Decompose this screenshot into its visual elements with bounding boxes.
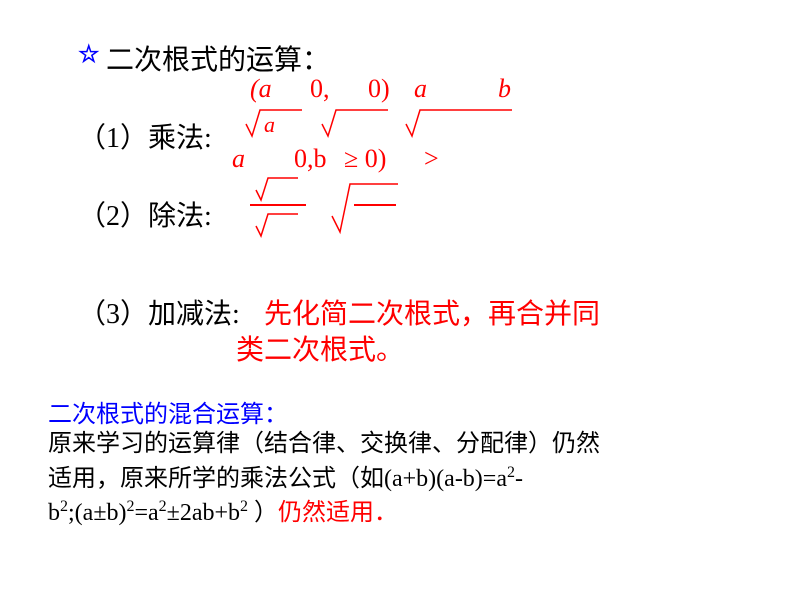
mixed-line2b: - xyxy=(515,466,523,492)
still-apply: 仍然适用． xyxy=(278,500,398,526)
fraction-bar xyxy=(250,204,306,206)
item-mult-label: （1）乘法: xyxy=(78,116,212,156)
mixed-line2a: 适用，原来所学的乘法公式（如(a+b)(a-b)=a xyxy=(48,466,507,492)
mixed-body: 原来学习的运算律（结合律、交换律、分配律）仍然 适用，原来所学的乘法公式（如(a… xyxy=(48,428,748,531)
add-text-line1: 先化简二次根式，再合并同 xyxy=(264,292,600,332)
page-title: 二次根式的运算： xyxy=(106,38,330,78)
formula1-a: (a xyxy=(250,74,272,104)
formula2-c: ≥ 0) xyxy=(344,144,386,174)
formula2-a: a xyxy=(232,144,245,174)
formula2-b: 0,b xyxy=(294,144,327,174)
radical-icon xyxy=(254,210,300,240)
radical-icon xyxy=(330,180,400,236)
item-div-label: （2）除法: xyxy=(78,194,212,234)
add-text-line2: 类二次根式。 xyxy=(236,328,404,368)
mixed-line3a: b xyxy=(48,500,60,526)
item-add-label: （3）加减法: xyxy=(78,292,240,332)
formula1-f: b xyxy=(498,74,511,104)
mixed-line1: 原来学习的运算律（结合律、交换律、分配律）仍然 xyxy=(48,431,600,457)
mixed-title: 二次根式的混合运算： xyxy=(48,394,288,429)
fraction-bar-inner xyxy=(354,204,396,206)
formula2-d: > xyxy=(424,144,439,174)
radical-icon xyxy=(320,104,390,140)
formula1-rad1-content: a xyxy=(264,112,275,138)
formula1-b: 0, xyxy=(310,74,330,104)
mixed-line3b: ;(a±b) xyxy=(68,500,126,526)
formula1-e: a xyxy=(414,74,427,104)
mixed-line3e: ） xyxy=(248,500,278,526)
radical-icon xyxy=(254,174,300,204)
star-icon: ☆ xyxy=(78,40,100,69)
mixed-line3d: ±2ab+b xyxy=(167,500,240,526)
radical-icon xyxy=(404,104,514,140)
formula1-c: 0) xyxy=(368,74,390,104)
mixed-line3c: =a xyxy=(134,500,158,526)
